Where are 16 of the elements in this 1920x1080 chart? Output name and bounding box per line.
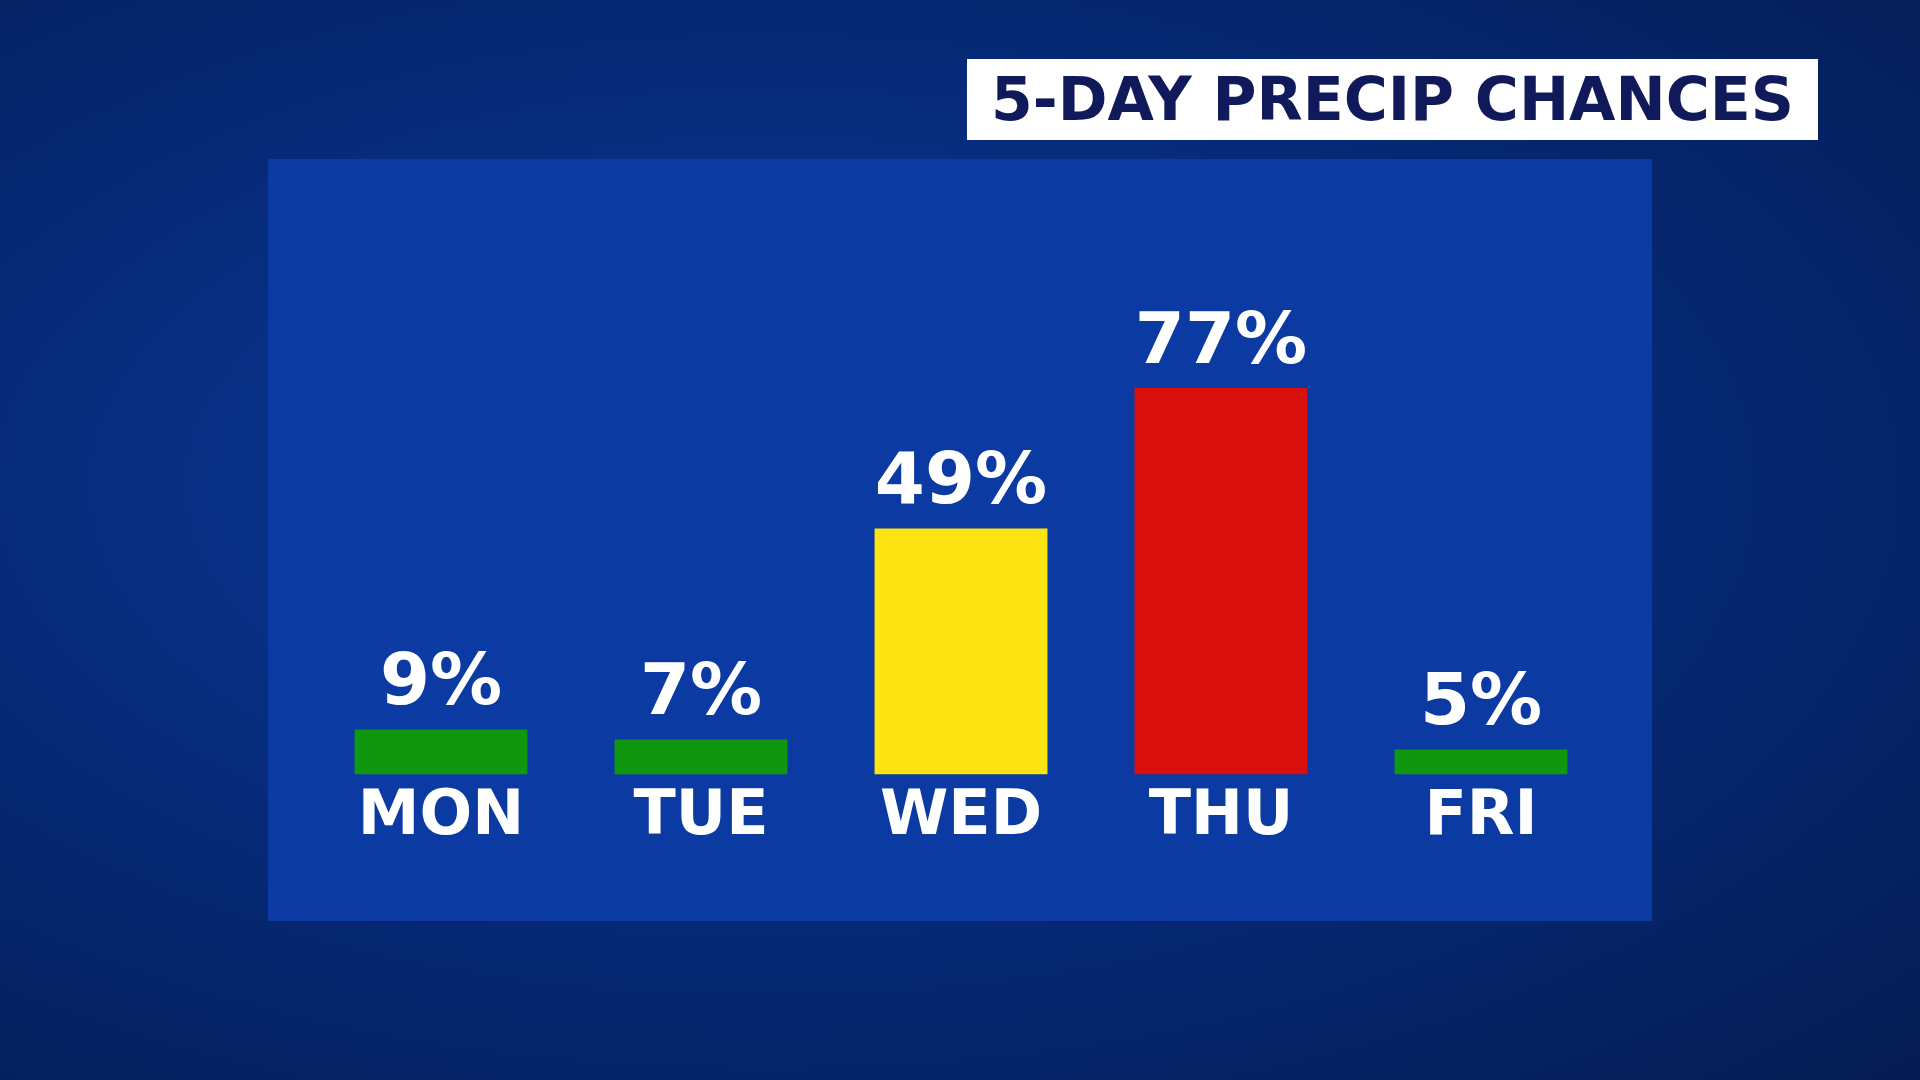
bar <box>874 528 1048 775</box>
bar <box>1134 388 1308 775</box>
bar <box>1394 749 1568 775</box>
data-label: 9% <box>379 637 503 722</box>
data-label: 49% <box>874 436 1048 521</box>
chart-title: 5-DAY PRECIP CHANCES <box>967 59 1818 140</box>
x-tick-label: THU <box>1148 775 1294 849</box>
data-label: 77% <box>1134 295 1308 380</box>
data-label: 7% <box>639 647 763 732</box>
data-label: 5% <box>1419 657 1543 742</box>
x-tick-label: MON <box>357 775 525 849</box>
x-tick-label: TUE <box>633 775 769 849</box>
bar <box>354 729 528 775</box>
x-tick-label: WED <box>879 775 1043 849</box>
x-tick-label: FRI <box>1424 775 1538 849</box>
bar <box>614 739 788 775</box>
